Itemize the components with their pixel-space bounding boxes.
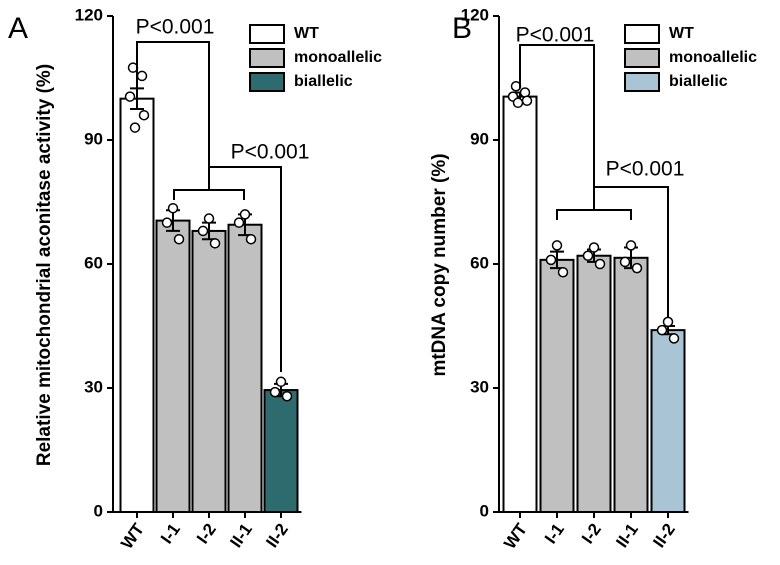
- data-point: [239, 209, 251, 220]
- data-point: [545, 254, 557, 266]
- data-point: [129, 122, 141, 133]
- bar: [576, 254, 612, 513]
- bar: [263, 389, 299, 514]
- y-tick-label: 120: [461, 5, 489, 24]
- data-point: [245, 233, 257, 245]
- x-tick-label: II-2: [649, 520, 679, 551]
- x-tick-label: II-1: [612, 520, 642, 551]
- data-point: [662, 316, 674, 328]
- y-tick-label: 60: [470, 253, 489, 272]
- y-tick-label: 90: [84, 129, 103, 148]
- bar: [155, 219, 191, 513]
- y-axis-label: mtDNA copy number (%): [429, 153, 450, 376]
- p-value: P<0.001: [606, 158, 685, 181]
- data-point: [233, 217, 245, 228]
- significance-bracket: [593, 186, 669, 318]
- data-point: [594, 258, 606, 270]
- data-point: [551, 240, 563, 251]
- data-point: [275, 376, 287, 388]
- data-point: [197, 225, 209, 237]
- p-value: P<0.001: [136, 16, 215, 39]
- data-point: [173, 233, 185, 245]
- significance-bracket: [208, 166, 282, 372]
- data-point: [625, 240, 637, 251]
- data-point: [161, 217, 173, 228]
- p-value: P<0.001: [231, 141, 310, 164]
- x-tick-label: I-2: [578, 520, 605, 547]
- panel-label: B: [452, 12, 472, 45]
- data-point: [588, 242, 600, 253]
- data-point: [167, 202, 179, 214]
- y-tick-label: 60: [84, 253, 103, 272]
- legend-label: monoallelic: [669, 49, 757, 66]
- data-point: [656, 324, 668, 336]
- data-point: [619, 256, 631, 268]
- bar: [227, 223, 263, 513]
- y-axis-label: Relative mitochondrial aconitase activit…: [34, 64, 55, 466]
- legend-label: monoallelic: [294, 49, 382, 66]
- y-tick-label: 0: [480, 501, 489, 520]
- x-tick-label: II-1: [226, 520, 256, 551]
- data-point: [668, 333, 680, 344]
- legend-swatch: [249, 24, 285, 44]
- panel-label: A: [8, 12, 28, 45]
- x-tick-label: II-2: [262, 520, 292, 551]
- bar: [613, 256, 649, 513]
- data-point: [124, 91, 136, 102]
- data-point: [203, 213, 215, 224]
- y-tick-label: 30: [470, 377, 489, 396]
- x-tick-label: I-2: [193, 520, 220, 547]
- x-tick-label: I-1: [541, 520, 568, 547]
- legend-label: biallelic: [294, 73, 353, 90]
- significance-bracket: [519, 44, 595, 210]
- bar: [119, 97, 155, 514]
- data-point: [631, 262, 643, 274]
- significance-bracket: [173, 189, 245, 200]
- data-point: [209, 238, 221, 249]
- x-tick-label: I-1: [157, 520, 184, 547]
- legend-label: WT: [294, 25, 319, 42]
- legend-swatch: [624, 24, 660, 44]
- p-value: P<0.001: [516, 24, 595, 47]
- data-point: [582, 250, 594, 261]
- legend-label: WT: [669, 25, 694, 42]
- y-tick-label: 120: [75, 5, 103, 24]
- bar: [539, 258, 575, 513]
- y-tick-label: 30: [84, 377, 103, 396]
- data-point: [521, 95, 533, 106]
- significance-bracket: [136, 41, 210, 190]
- bar: [191, 229, 227, 514]
- x-tick-label: WT: [117, 519, 148, 552]
- data-point: [269, 386, 281, 398]
- x-tick-label: WT: [500, 519, 531, 552]
- legend-swatch: [624, 72, 660, 92]
- bar: [502, 95, 538, 513]
- legend-label: biallelic: [669, 73, 728, 90]
- significance-bracket: [556, 209, 632, 220]
- legend-swatch: [249, 48, 285, 68]
- y-tick-label: 0: [94, 501, 103, 520]
- data-point: [281, 391, 293, 402]
- bar: [650, 329, 686, 513]
- legend-swatch: [624, 48, 660, 68]
- data-point: [138, 109, 150, 121]
- data-point: [136, 70, 148, 82]
- data-point: [557, 267, 569, 278]
- legend-swatch: [249, 72, 285, 92]
- y-tick-label: 90: [470, 129, 489, 148]
- data-point: [512, 97, 524, 109]
